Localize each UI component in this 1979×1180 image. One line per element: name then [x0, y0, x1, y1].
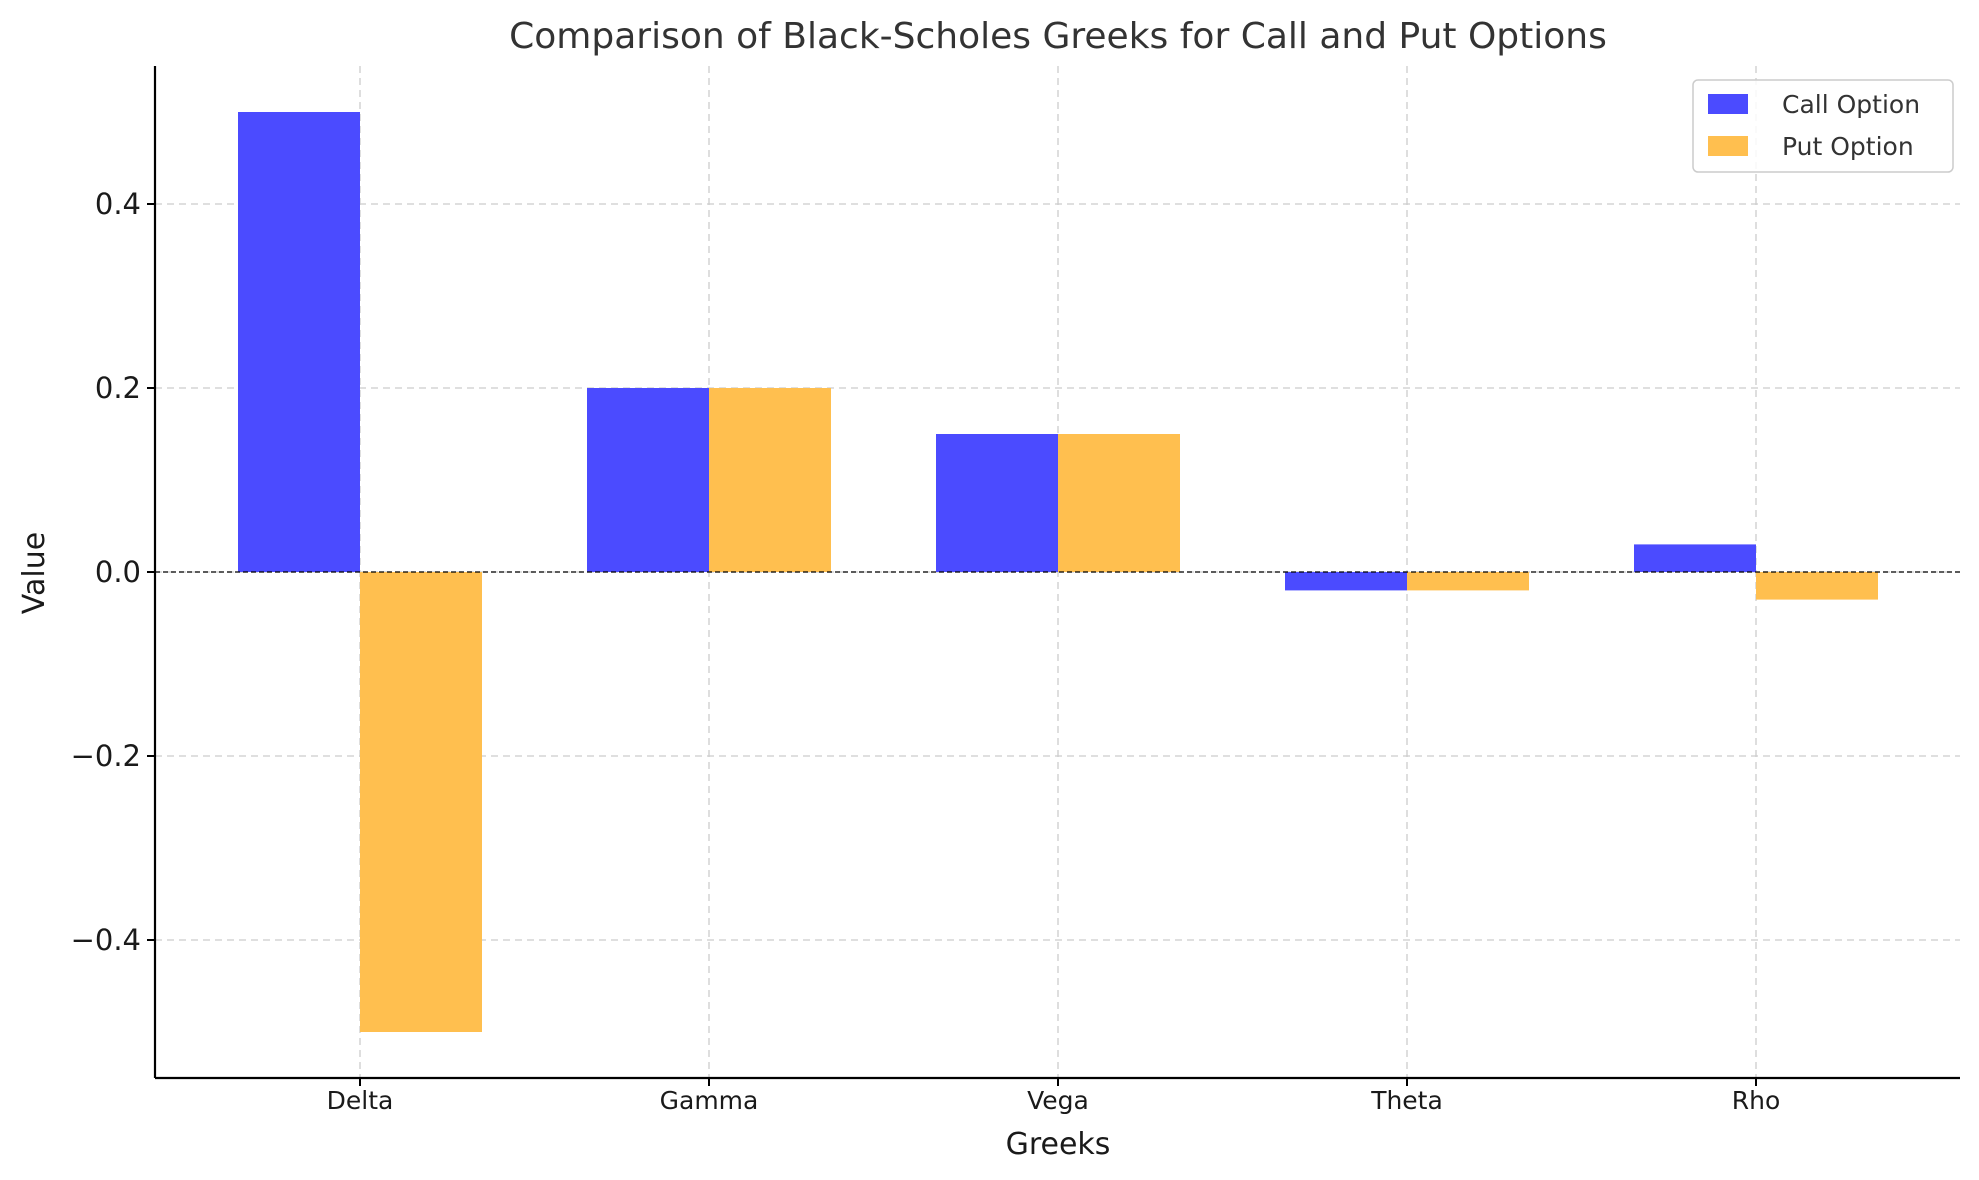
- bar-call-theta: [1285, 572, 1407, 591]
- bars: [238, 112, 1878, 1032]
- x-tick-label: Delta: [327, 1086, 394, 1115]
- x-tick-label: Vega: [1027, 1086, 1089, 1115]
- bar-put-rho: [1756, 572, 1878, 600]
- tick-labels: 0.4 0.2 0.0 −0.2 −0.4 Delta Gamma Vega Theta Rho: [71, 187, 1781, 1115]
- y-tick-label: 0.2: [95, 371, 141, 405]
- legend-frame: [1692, 79, 1954, 173]
- bar-put-gamma: [709, 388, 831, 572]
- y-tick-label: 0.0: [95, 555, 141, 589]
- legend-swatch-call: [1708, 94, 1748, 114]
- legend: Call Option Put Option: [1692, 79, 1954, 173]
- bar-put-vega: [1058, 434, 1180, 572]
- y-tick-label: −0.2: [71, 739, 141, 773]
- legend-label-put: Put Option: [1782, 132, 1914, 161]
- chart-title: Comparison of Black-Scholes Greeks for C…: [509, 16, 1607, 57]
- bar-put-theta: [1407, 572, 1529, 591]
- x-tick-label: Rho: [1732, 1086, 1781, 1115]
- x-tick-label: Gamma: [660, 1086, 759, 1115]
- bar-call-delta: [238, 112, 360, 572]
- x-axis-label: Greeks: [1006, 1127, 1111, 1162]
- x-tick-label: Theta: [1370, 1086, 1443, 1115]
- bar-call-rho: [1634, 544, 1756, 572]
- y-axis-label: Value: [17, 532, 52, 614]
- bar-call-gamma: [587, 388, 709, 572]
- y-tick-label: 0.4: [95, 187, 141, 221]
- legend-swatch-put: [1708, 136, 1748, 156]
- y-tick-label: −0.4: [71, 923, 141, 957]
- legend-label-call: Call Option: [1782, 90, 1920, 119]
- bar-put-delta: [360, 572, 482, 1032]
- bar-call-vega: [936, 434, 1058, 572]
